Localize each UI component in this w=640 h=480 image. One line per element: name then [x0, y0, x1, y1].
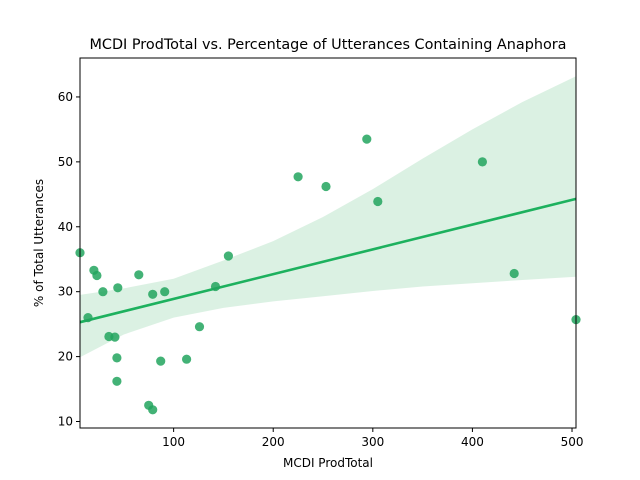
x-axis-label: MCDI ProdTotal — [283, 456, 373, 470]
data-point — [112, 353, 122, 363]
y-tick-label: 20 — [58, 350, 73, 364]
data-point — [362, 134, 372, 144]
data-point — [160, 287, 170, 297]
x-tick-label: 400 — [461, 435, 484, 449]
x-tick-label: 300 — [361, 435, 384, 449]
x-tick-label: 200 — [262, 435, 285, 449]
confidence-band-layer — [80, 76, 576, 358]
data-point — [112, 376, 122, 386]
data-point — [182, 354, 192, 364]
data-point — [293, 172, 303, 182]
y-ticks: 10 20 30 40 50 60 — [58, 90, 80, 429]
data-point — [194, 322, 205, 332]
data-point — [113, 283, 123, 293]
y-tick-label: 10 — [58, 415, 73, 429]
x-tick-label: 500 — [561, 435, 584, 449]
y-axis-label: % of Total Utterances — [32, 179, 46, 307]
regression-line-layer — [79, 197, 577, 324]
y-tick-label: 30 — [58, 285, 73, 299]
plot-frame — [79, 57, 577, 429]
data-point — [83, 313, 93, 323]
data-point — [110, 332, 120, 342]
data-point — [98, 287, 108, 297]
data-point — [477, 157, 487, 167]
x-ticks: 100 200 300 400 500 — [162, 428, 583, 449]
x-tick-label: 100 — [162, 435, 185, 449]
regression-line — [79, 197, 577, 324]
data-point — [148, 405, 158, 415]
data-point — [156, 356, 166, 366]
data-points-layer — [75, 134, 581, 415]
y-tick-label: 40 — [58, 220, 73, 234]
data-point — [223, 251, 233, 261]
data-point — [373, 196, 383, 207]
confidence-band — [80, 76, 576, 358]
data-point — [210, 281, 221, 292]
y-tick-label: 60 — [58, 90, 73, 104]
data-point — [148, 289, 158, 299]
chart-title: MCDI ProdTotal vs. Percentage of Utteran… — [90, 37, 567, 53]
data-point — [321, 181, 331, 192]
data-point — [92, 270, 102, 281]
data-point — [509, 268, 519, 279]
data-point — [134, 270, 144, 280]
y-tick-label: 50 — [58, 155, 73, 169]
